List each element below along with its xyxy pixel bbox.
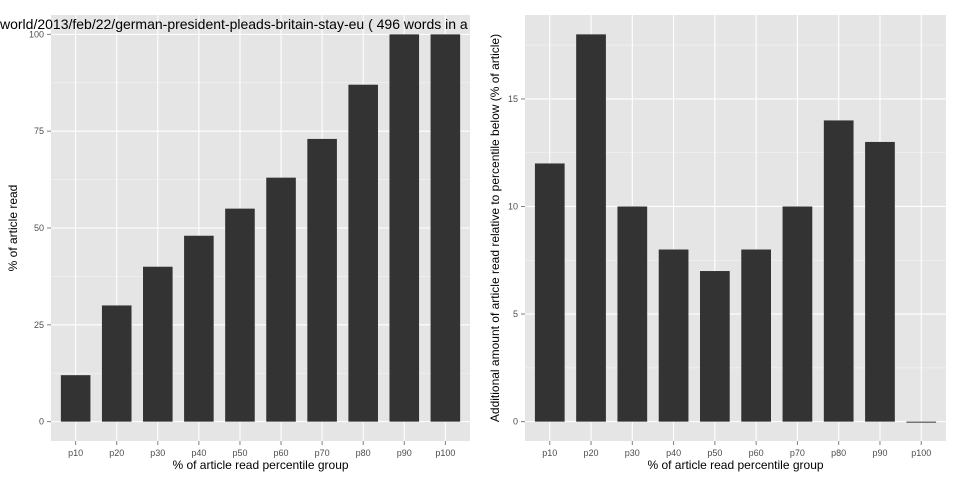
y-tick-label: 100: [29, 29, 44, 39]
bar-p60: [266, 177, 296, 422]
x-tick-label: p100: [911, 448, 931, 458]
x-tick-label: p80: [356, 448, 371, 458]
right-chart: 0 5 10 15 p10 p20 p30 p40 p50 p60 p70 p80 p90 p100 % o…: [488, 15, 946, 472]
bar-p30: [617, 206, 648, 422]
x-tick-label: p70: [790, 448, 805, 458]
y-axis-title: % of article read: [6, 185, 20, 272]
bar-p50: [700, 271, 730, 422]
bar-p90: [865, 141, 895, 422]
y-tick-label: 0: [513, 417, 518, 427]
x-tick-label: p90: [397, 448, 412, 458]
bar-p40: [184, 235, 214, 422]
chart-title: world/2013/feb/22/german-president-plead…: [0, 16, 468, 32]
left-chart: 0 25 50 75 100 p10 p20 p30 p40 p50 p60 p70 p80 p90 p10…: [6, 15, 470, 472]
bar-p80: [348, 84, 378, 422]
y-tick-label: 10: [508, 201, 518, 211]
bar-p80: [823, 120, 854, 422]
bar-p30: [143, 266, 173, 422]
x-tick-label: p10: [542, 448, 557, 458]
bar-p60: [741, 249, 771, 422]
bar-p20: [576, 34, 606, 422]
x-tick-label: p50: [707, 448, 722, 458]
y-tick-label: 0: [39, 417, 44, 427]
bar-p100: [430, 34, 461, 422]
x-tick-label: p30: [625, 448, 640, 458]
x-axis-title: % of article read percentile group: [172, 458, 348, 472]
x-tick-label: p100: [435, 448, 455, 458]
y-axis-title: Additional amount of article read relati…: [488, 34, 502, 422]
bar-p10: [534, 163, 565, 422]
bar-p90: [389, 34, 420, 422]
bar-p20: [101, 305, 132, 422]
x-tick-label: p10: [68, 448, 83, 458]
x-tick-label: p80: [831, 448, 846, 458]
bar-p50: [225, 208, 255, 422]
y-tick-label: 15: [508, 94, 518, 104]
y-tick-label: 50: [34, 223, 44, 233]
x-tick-label: p50: [232, 448, 247, 458]
bar-p70: [307, 138, 337, 422]
y-tick-label: 75: [34, 126, 44, 136]
x-tick-label: p70: [315, 448, 330, 458]
bar-p40: [658, 249, 689, 422]
x-tick-label: p20: [584, 448, 599, 458]
bar-p100: [906, 421, 937, 423]
x-tick-label: p60: [749, 448, 764, 458]
x-axis-title: % of article read percentile group: [647, 458, 823, 472]
y-tick-label: 25: [34, 320, 44, 330]
bar-p70: [782, 206, 813, 422]
x-tick-label: p40: [666, 448, 681, 458]
x-tick-label: p20: [109, 448, 124, 458]
x-tick-label: p90: [872, 448, 887, 458]
x-tick-label: p30: [150, 448, 165, 458]
x-tick-label: p40: [191, 448, 206, 458]
bar-p10: [60, 375, 91, 422]
x-tick-label: p60: [274, 448, 289, 458]
y-tick-label: 5: [513, 309, 518, 319]
